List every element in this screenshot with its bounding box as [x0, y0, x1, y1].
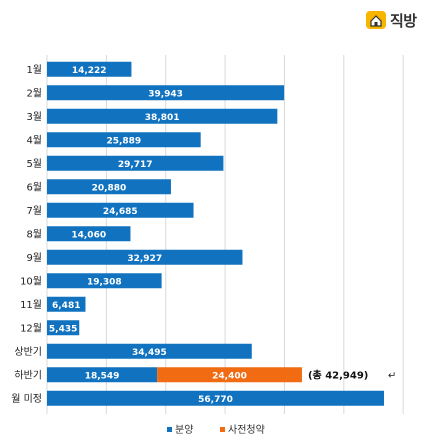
legend-swatch-분양: [167, 427, 172, 432]
data-label-분양: 6,481: [52, 301, 80, 311]
bar-분양: [47, 367, 158, 383]
bar-분양: [47, 320, 80, 336]
data-label-분양: 5,435: [49, 324, 77, 334]
legend-label-분양: 분양: [175, 424, 193, 436]
house-with-door-logo-icon: [366, 11, 386, 29]
data-label-분양: 34,495: [132, 348, 167, 358]
bar-사전청약: [157, 367, 302, 383]
data-label-분양: 32,927: [127, 254, 162, 264]
legend-swatch-사전청약: [220, 427, 225, 432]
category-label: 3월: [26, 111, 42, 123]
category-label: 11월: [20, 299, 42, 311]
bar-분양: [47, 85, 285, 101]
bar-분양: [47, 249, 243, 265]
category-label: 5월: [26, 158, 42, 170]
bar-분양: [47, 273, 162, 289]
category-label: 8월: [26, 228, 42, 240]
category-label: 12월: [20, 322, 42, 334]
category-label: 9월: [26, 252, 42, 264]
category-label: 4월: [26, 134, 42, 146]
category-label: 1월: [26, 64, 42, 76]
return-mark: ↵: [388, 370, 396, 381]
bar-분양: [47, 61, 132, 77]
data-label-분양: 18,549: [85, 371, 120, 381]
data-label-분양: 56,770: [198, 395, 233, 405]
bar-분양: [47, 390, 384, 406]
category-label: 2월: [26, 87, 42, 99]
category-label: 상반기: [14, 346, 42, 358]
data-label-분양: 20,880: [92, 183, 127, 193]
data-label-분양: 14,222: [72, 66, 107, 76]
data-label-분양: 24,685: [103, 207, 138, 217]
category-label: 하반기: [14, 368, 42, 381]
data-label-분양: 29,717: [118, 160, 153, 170]
bar-분양: [47, 179, 171, 195]
bar-분양: [47, 108, 278, 124]
total-annotation: (총 42,949): [308, 368, 368, 381]
bar-분양: [47, 296, 86, 312]
logo-text: 직방: [390, 11, 417, 30]
data-label-분양: 19,308: [87, 277, 122, 287]
bar-분양: [47, 202, 194, 218]
logo: 직방: [365, 9, 417, 31]
category-label: 10월: [20, 275, 42, 287]
category-label: 6월: [26, 181, 42, 193]
bar-분양: [47, 226, 131, 242]
data-label-분양: 25,889: [106, 136, 141, 146]
data-label-분양: 38,801: [145, 113, 180, 123]
category-label: 월 미정: [11, 393, 42, 405]
bar-분양: [47, 155, 224, 171]
data-label-사전청약: 24,400: [212, 371, 247, 381]
category-label: 7월: [26, 205, 42, 217]
bar-분양: [47, 343, 252, 359]
bar-분양: [47, 132, 201, 148]
data-label-분양: 39,943: [148, 89, 183, 99]
legend-label-사전청약: 사전청약: [228, 424, 265, 436]
data-label-분양: 14,060: [71, 230, 106, 240]
